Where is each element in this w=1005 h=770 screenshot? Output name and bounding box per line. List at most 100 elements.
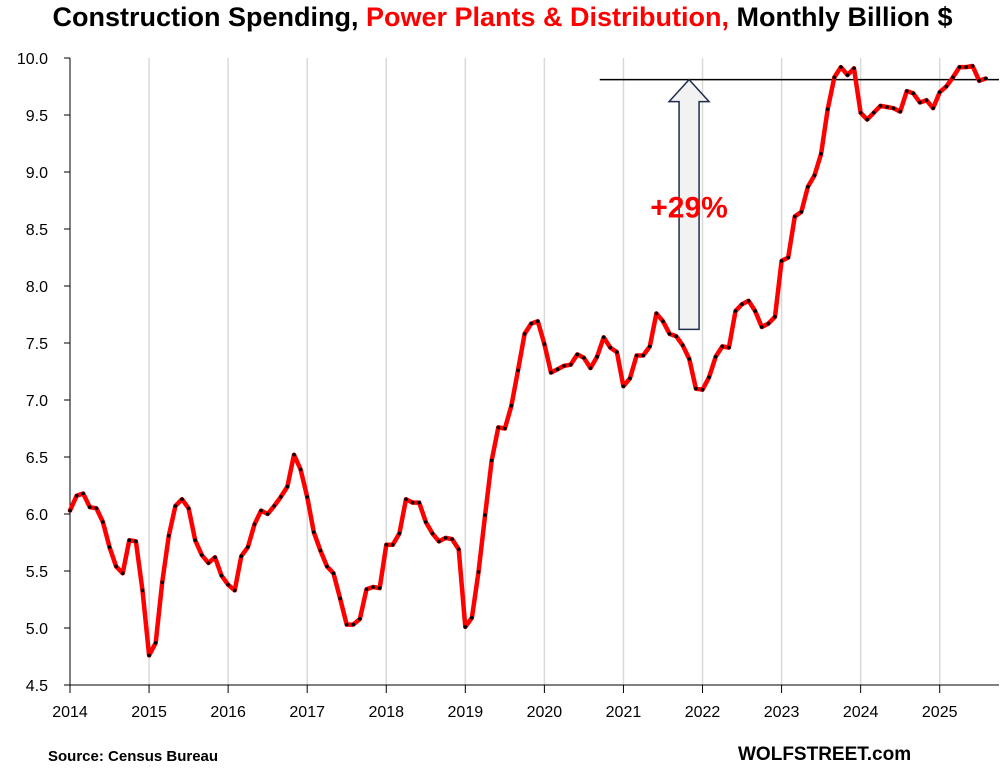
data-point (95, 507, 99, 511)
y-tick-label-9.5: 9.5 (26, 108, 48, 125)
x-tick-label-2017: 2017 (289, 704, 325, 721)
data-point (477, 570, 481, 574)
data-point (332, 572, 336, 576)
data-point (562, 364, 566, 368)
data-point (470, 616, 474, 620)
data-point (75, 494, 79, 498)
x-tick-label-2020: 2020 (527, 704, 563, 721)
data-point (529, 322, 533, 326)
data-point (727, 346, 731, 350)
data-point (800, 210, 804, 214)
data-point (193, 538, 197, 542)
x-tick-label-2025: 2025 (922, 704, 958, 721)
data-point (180, 497, 184, 501)
series-line (70, 66, 986, 655)
data-point (338, 597, 342, 601)
x-tick-label-2014: 2014 (52, 704, 88, 721)
data-point (734, 309, 738, 313)
data-point (404, 497, 408, 501)
data-point (628, 377, 632, 381)
data-point (444, 536, 448, 540)
data-point (450, 537, 454, 541)
data-point (615, 350, 619, 354)
y-tick-label-5.5: 5.5 (26, 564, 48, 581)
data-point (819, 152, 823, 156)
data-point (806, 185, 810, 189)
data-point (872, 111, 876, 115)
y-tick-label-4.5: 4.5 (26, 678, 48, 695)
data-point (753, 309, 757, 313)
data-point (622, 385, 626, 389)
data-point (385, 543, 389, 547)
data-point (253, 523, 257, 527)
data-point (114, 565, 118, 569)
source-note: Source: Census Bureau (48, 748, 218, 765)
data-point (833, 76, 837, 80)
data-point (721, 345, 725, 349)
data-point (898, 110, 902, 114)
data-point (378, 586, 382, 590)
data-point (865, 118, 869, 122)
data-point (483, 513, 487, 517)
data-point (655, 312, 659, 316)
data-point (971, 64, 975, 68)
data-point (885, 105, 889, 109)
x-tick-label-2018: 2018 (368, 704, 404, 721)
data-point (437, 540, 441, 544)
data-point (154, 641, 158, 645)
data-point (88, 505, 92, 509)
data-point (398, 532, 402, 536)
data-point (213, 556, 217, 560)
data-point (905, 89, 909, 93)
data-point (207, 561, 211, 565)
data-point (938, 90, 942, 94)
data-point (839, 65, 843, 69)
data-point (694, 387, 698, 391)
data-point (536, 320, 540, 324)
data-point (226, 583, 230, 587)
data-point (431, 532, 435, 536)
data-point (272, 504, 276, 508)
data-point (543, 342, 547, 346)
data-point (391, 543, 395, 547)
data-point (595, 355, 599, 359)
data-point (945, 85, 949, 89)
data-point (767, 322, 771, 326)
data-point (325, 565, 329, 569)
y-tick-label-8.5: 8.5 (26, 222, 48, 239)
y-tick-label-5.0: 5.0 (26, 621, 48, 638)
annotation-group: +29% (650, 80, 728, 330)
data-point (780, 259, 784, 263)
data-point (220, 574, 224, 578)
data-point (516, 369, 520, 373)
data-point (688, 357, 692, 361)
data-point (701, 388, 705, 392)
data-point (773, 315, 777, 319)
data-point (266, 512, 270, 516)
y-tick-label-6.5: 6.5 (26, 450, 48, 467)
data-point (786, 256, 790, 260)
data-point (977, 79, 981, 83)
data-point (299, 468, 303, 472)
data-point (108, 545, 112, 549)
data-point (503, 427, 507, 431)
data-point (279, 495, 283, 499)
data-point (101, 520, 105, 524)
data-point (813, 174, 817, 178)
data-point (648, 345, 652, 349)
data-point (424, 520, 428, 524)
data-point (912, 92, 916, 96)
data-point (925, 98, 929, 102)
data-point (582, 356, 586, 360)
x-tick-label-2015: 2015 (131, 704, 167, 721)
x-tick-label-2021: 2021 (606, 704, 642, 721)
data-point (549, 371, 553, 375)
growth-label: +29% (650, 192, 728, 225)
data-point (352, 623, 356, 627)
data-point (160, 581, 164, 585)
data-point (345, 623, 349, 627)
data-point (510, 404, 514, 408)
data-point (417, 501, 421, 505)
data-point (859, 111, 863, 115)
y-tick-label-7.0: 7.0 (26, 393, 48, 410)
